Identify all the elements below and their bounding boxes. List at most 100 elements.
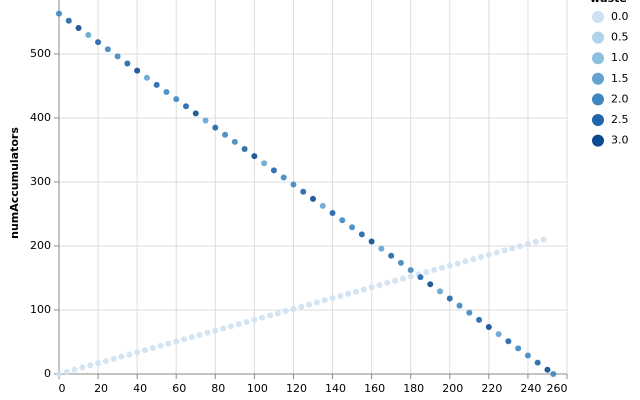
y-tick-label: 100 [30, 303, 51, 316]
point [337, 292, 344, 299]
point [427, 281, 434, 288]
legend-swatch [592, 31, 604, 44]
point [534, 359, 541, 366]
x-tick-label: 240 [520, 382, 541, 395]
point [493, 249, 500, 256]
legend-swatch [592, 93, 604, 106]
legend-swatch [592, 114, 604, 126]
point [456, 302, 463, 309]
point [438, 264, 445, 271]
point [56, 371, 62, 377]
point [399, 275, 406, 282]
point [134, 67, 141, 74]
point [378, 245, 385, 252]
point [241, 145, 248, 152]
x-tick-label: 80 [211, 382, 225, 395]
legend-label: 1.5 [611, 72, 629, 85]
point [290, 181, 297, 188]
y-tick-label: 200 [30, 239, 51, 252]
x-tick-label: 260 [547, 382, 568, 395]
point [235, 321, 242, 328]
point [212, 327, 219, 334]
point [300, 188, 307, 195]
point [384, 279, 391, 286]
point [505, 338, 512, 345]
point [417, 274, 424, 281]
point [485, 324, 492, 331]
point [75, 24, 82, 31]
legend-swatch [592, 11, 604, 23]
point [423, 269, 430, 276]
point [192, 110, 199, 117]
point [157, 342, 164, 349]
point [143, 74, 150, 81]
point [329, 210, 336, 217]
point [56, 10, 62, 17]
point [352, 288, 359, 295]
point [509, 245, 516, 252]
point [517, 243, 524, 250]
point [329, 295, 336, 302]
point [360, 286, 367, 293]
point [339, 217, 346, 224]
x-tick-label: 20 [94, 382, 108, 395]
point [102, 358, 109, 365]
point [95, 360, 102, 367]
x-tick-label: 200 [442, 382, 463, 395]
point [65, 17, 72, 24]
point [349, 224, 356, 231]
point [358, 231, 365, 238]
point [282, 308, 289, 315]
point [173, 96, 180, 103]
point [550, 371, 557, 377]
point [368, 238, 375, 245]
y-tick-label: 500 [30, 47, 51, 60]
point [227, 323, 234, 330]
point [274, 310, 281, 317]
point [446, 295, 453, 302]
point [87, 362, 94, 369]
x-tick-label: 160 [364, 382, 385, 395]
point [376, 282, 383, 289]
point [319, 202, 326, 209]
point [540, 236, 547, 243]
point [79, 364, 86, 371]
legend-swatch [592, 72, 604, 85]
point [251, 316, 258, 323]
point [183, 103, 189, 110]
point [124, 60, 131, 67]
point [270, 167, 277, 174]
point [118, 353, 125, 360]
point [437, 288, 443, 295]
x-tick-label: 120 [286, 382, 307, 395]
point [165, 340, 172, 347]
point [478, 253, 485, 260]
point [63, 368, 70, 375]
point [231, 138, 238, 145]
point [495, 331, 502, 338]
point [462, 258, 469, 265]
point [290, 305, 297, 312]
point [71, 366, 78, 373]
point [243, 318, 250, 325]
point [173, 338, 180, 345]
point [251, 153, 258, 160]
point [280, 174, 287, 181]
x-tick-label: 220 [481, 382, 502, 395]
x-tick-label: 100 [247, 382, 268, 395]
x-tick-label: 60 [172, 382, 186, 395]
y-tick-label: 400 [30, 111, 51, 124]
legend-swatch [592, 134, 604, 147]
legend-label: 3.0 [611, 134, 629, 147]
y-tick-label: 0 [44, 367, 51, 380]
x-tick-label: 40 [133, 382, 147, 395]
point [95, 39, 102, 46]
point [466, 309, 473, 316]
legend-swatch [592, 52, 604, 65]
point [220, 325, 227, 332]
point [407, 273, 414, 280]
point [222, 131, 229, 138]
point [204, 329, 211, 336]
point [261, 160, 268, 167]
point [313, 299, 320, 306]
